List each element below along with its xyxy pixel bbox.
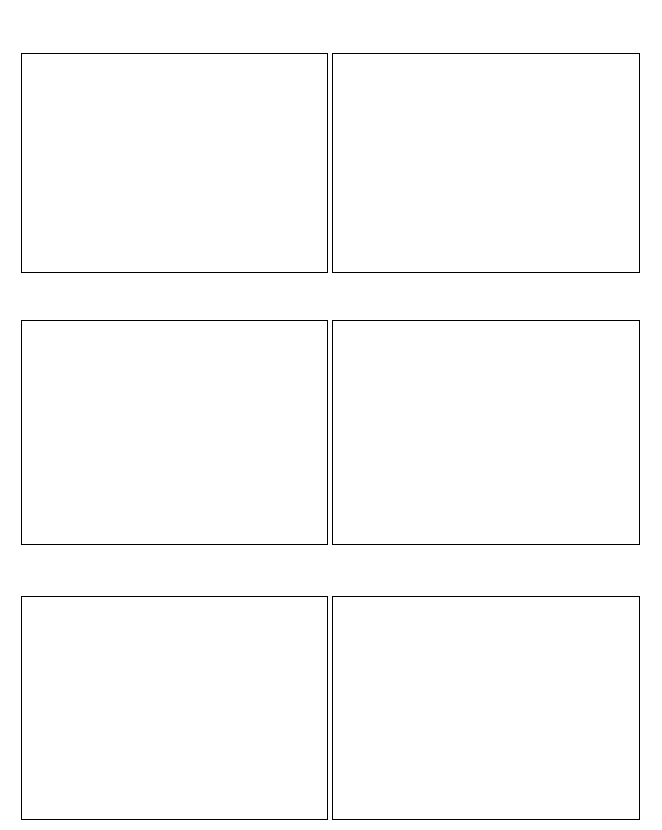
figure-2-chart: [21, 53, 328, 273]
figure-3-chart: [332, 53, 640, 273]
figure-7-chart: [332, 596, 640, 820]
figure-6-chart: [21, 596, 328, 820]
figure-5-chart: [332, 320, 640, 545]
figure-4-chart: [21, 320, 328, 545]
